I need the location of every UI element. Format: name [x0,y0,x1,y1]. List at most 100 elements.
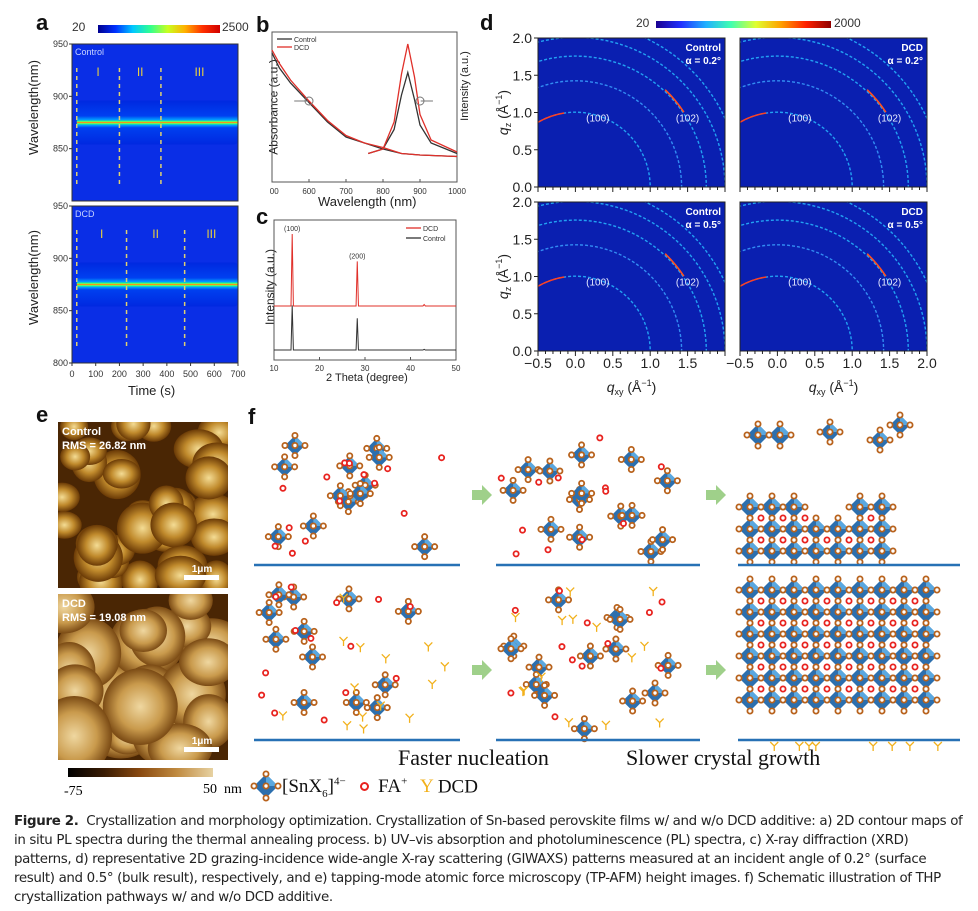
halide-atom [622,645,630,653]
halide-atom [284,533,292,541]
x-tick-label: 700 [339,187,353,196]
octahedron [255,599,283,627]
halide-atom [922,707,930,715]
fa-cation [342,689,350,697]
halide-atom [602,645,610,653]
halide-atom [627,456,635,464]
octahedron-face [794,689,805,700]
dcd-molecule [868,741,878,751]
halide-atom [845,547,853,555]
halide-atom [509,496,517,504]
halide-atom [768,652,776,660]
octahedron [823,536,853,566]
fa-cation [578,536,586,544]
halide-atom [834,630,842,638]
fa-cation [911,597,919,605]
octahedron-face [662,529,673,540]
octahedron-face [513,480,524,491]
halide-atom [281,473,289,481]
fa-cation [911,685,919,693]
fa-cation [845,685,853,693]
halide-atom [779,652,787,660]
halide-atom [629,707,637,715]
halide-atom [812,536,820,544]
subplot-label: Control [75,47,104,57]
x-tick-label: 10 [270,364,279,373]
halide-atom [790,630,798,638]
halide-atom [580,715,588,723]
halide-atom [628,511,636,519]
octahedron-face [860,623,871,634]
halide-atom [823,652,831,660]
ring-hotspot [740,276,767,288]
halide-atom [545,663,553,671]
dcd-molecule [519,686,529,696]
octahedron-face [882,496,893,507]
halide-atom [262,635,270,643]
afm-grain [121,560,159,588]
octahedron [250,770,282,802]
fa-cation [438,454,446,462]
octahedron-face [278,584,289,595]
afm-sample-label: DCD [62,598,86,610]
halide-atom [576,506,584,514]
halide-atom [421,543,429,551]
y-tick-label: 0.5 [513,142,533,158]
octahedron-face [882,601,893,612]
halide-atom [790,547,798,555]
fa-cation [345,459,353,467]
octahedron [299,643,327,671]
halide-atom [590,725,598,733]
fa-cation [272,593,280,601]
halide-atom [856,597,864,605]
fa-cation [867,536,875,544]
halide-atom [517,645,525,653]
octahedron [641,679,669,707]
x-tick-label: 700 [230,369,245,379]
plot-frame [71,43,239,202]
stage-label: II [152,227,159,241]
halide-atom [661,689,669,697]
halide-atom [845,674,853,682]
halide-atom [588,451,596,459]
ring-label-102: (102) [676,278,699,289]
octahedron-face [882,645,893,656]
stage-label: I [96,65,99,79]
halide-atom [262,782,270,790]
fa-cation [779,597,787,605]
pl-emission-band [76,100,238,145]
halide-atom [674,661,682,669]
dcd-molecule [568,614,578,624]
halide-atom [856,630,864,638]
fa-cation [371,479,379,487]
halide-atom [421,533,429,541]
halide-atom [779,547,787,555]
halide-atom [801,696,809,704]
halide-atom [628,521,636,529]
fa-cation [845,536,853,544]
diffraction-ring [538,219,707,351]
octahedron [866,426,894,454]
diffraction-ring [740,275,853,351]
halide-atom [834,547,842,555]
halide-atom [612,635,620,643]
halide-atom [391,681,399,689]
halide-atom [856,641,864,649]
angle-label: α = 0.2° [888,56,923,67]
fa-cation [578,662,586,670]
halide-atom [375,453,383,461]
ring-label-100: (100) [788,278,811,289]
halide-atom [812,707,820,715]
halide-atom [900,619,908,627]
octahedron [568,479,596,507]
halide-atom [555,596,563,604]
halide-atom [255,609,263,617]
halide-atom [356,480,364,488]
halide-atom [651,689,659,697]
halide-atom [507,655,515,663]
halide-atom [381,671,389,679]
y-tick-label: 1.5 [513,67,533,83]
octahedron-face [794,645,805,656]
octahedron-face [667,470,678,481]
fa-cation [384,465,392,473]
